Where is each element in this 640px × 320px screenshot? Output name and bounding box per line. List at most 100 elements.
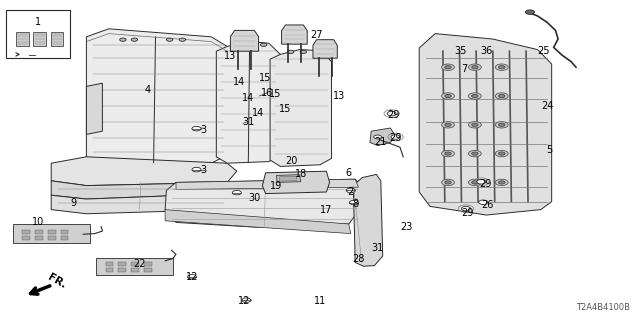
- Circle shape: [179, 38, 186, 41]
- Text: 13: 13: [333, 91, 346, 101]
- Polygon shape: [48, 236, 56, 240]
- Text: 12: 12: [238, 296, 251, 306]
- Text: 12: 12: [186, 272, 198, 282]
- Polygon shape: [35, 236, 43, 240]
- Circle shape: [349, 200, 358, 205]
- Text: 8: 8: [352, 199, 358, 209]
- Polygon shape: [165, 179, 365, 227]
- Polygon shape: [353, 174, 383, 266]
- Text: T2A4B4100B: T2A4B4100B: [577, 303, 630, 312]
- Polygon shape: [96, 258, 173, 275]
- Polygon shape: [106, 262, 113, 266]
- Circle shape: [242, 298, 251, 302]
- Polygon shape: [86, 29, 227, 163]
- Text: 14: 14: [242, 92, 255, 103]
- Text: 21: 21: [374, 137, 387, 148]
- Circle shape: [499, 94, 505, 98]
- Circle shape: [472, 94, 478, 98]
- Circle shape: [468, 179, 481, 186]
- Circle shape: [192, 167, 201, 172]
- Text: 9: 9: [70, 198, 77, 208]
- Text: 17: 17: [320, 204, 333, 215]
- Circle shape: [461, 206, 470, 211]
- Circle shape: [374, 135, 381, 139]
- Circle shape: [188, 275, 196, 279]
- Polygon shape: [276, 175, 301, 182]
- Text: 10: 10: [32, 217, 45, 228]
- Polygon shape: [51, 32, 63, 46]
- Circle shape: [300, 50, 307, 53]
- Circle shape: [499, 66, 505, 69]
- Circle shape: [391, 135, 400, 139]
- Text: 28: 28: [352, 254, 365, 264]
- Circle shape: [472, 181, 478, 184]
- FancyBboxPatch shape: [6, 10, 70, 58]
- Polygon shape: [230, 30, 259, 51]
- Circle shape: [445, 66, 451, 69]
- Text: 3: 3: [200, 164, 207, 175]
- Text: 13: 13: [224, 51, 237, 61]
- Circle shape: [120, 38, 126, 41]
- Text: 2: 2: [348, 187, 354, 197]
- Text: 36: 36: [480, 46, 493, 56]
- Polygon shape: [419, 34, 552, 215]
- Circle shape: [445, 152, 451, 155]
- Circle shape: [468, 93, 481, 99]
- Circle shape: [314, 50, 320, 53]
- Polygon shape: [35, 230, 43, 234]
- Text: 31: 31: [242, 116, 255, 127]
- Circle shape: [468, 150, 481, 157]
- Polygon shape: [280, 176, 296, 181]
- Polygon shape: [165, 210, 351, 234]
- Polygon shape: [48, 230, 56, 234]
- Polygon shape: [51, 157, 237, 186]
- Circle shape: [495, 122, 508, 128]
- Circle shape: [445, 123, 451, 126]
- Circle shape: [442, 150, 454, 157]
- Circle shape: [445, 94, 451, 98]
- Text: 29: 29: [479, 179, 492, 189]
- Polygon shape: [16, 32, 29, 46]
- Text: 15: 15: [259, 73, 272, 84]
- Polygon shape: [86, 83, 102, 134]
- Circle shape: [232, 190, 241, 195]
- Circle shape: [495, 64, 508, 70]
- Polygon shape: [61, 230, 68, 234]
- Text: 15: 15: [278, 104, 291, 114]
- Circle shape: [442, 122, 454, 128]
- Circle shape: [499, 181, 505, 184]
- Polygon shape: [270, 50, 332, 166]
- Circle shape: [442, 64, 454, 70]
- Text: 29: 29: [389, 133, 402, 143]
- Polygon shape: [118, 268, 126, 272]
- Text: 15: 15: [269, 89, 282, 99]
- Circle shape: [234, 43, 240, 46]
- Circle shape: [495, 179, 508, 186]
- Text: 3: 3: [200, 124, 207, 135]
- Text: 27: 27: [310, 30, 323, 40]
- Circle shape: [287, 50, 294, 53]
- Circle shape: [131, 38, 138, 41]
- Circle shape: [445, 181, 451, 184]
- Circle shape: [442, 93, 454, 99]
- Circle shape: [499, 152, 505, 155]
- Circle shape: [495, 150, 508, 157]
- Polygon shape: [176, 179, 358, 189]
- Polygon shape: [33, 32, 46, 46]
- Polygon shape: [282, 25, 307, 44]
- Polygon shape: [22, 230, 30, 234]
- Circle shape: [499, 123, 505, 126]
- Polygon shape: [51, 194, 237, 214]
- Polygon shape: [61, 236, 68, 240]
- Text: 14: 14: [252, 108, 264, 118]
- Polygon shape: [144, 268, 152, 272]
- Text: 19: 19: [270, 180, 283, 191]
- Polygon shape: [51, 181, 227, 199]
- Polygon shape: [22, 236, 30, 240]
- Text: 16: 16: [261, 88, 274, 98]
- Text: 14: 14: [232, 77, 245, 87]
- Text: 5: 5: [546, 145, 552, 156]
- Text: 29: 29: [387, 110, 400, 120]
- Polygon shape: [131, 268, 139, 272]
- Circle shape: [472, 66, 478, 69]
